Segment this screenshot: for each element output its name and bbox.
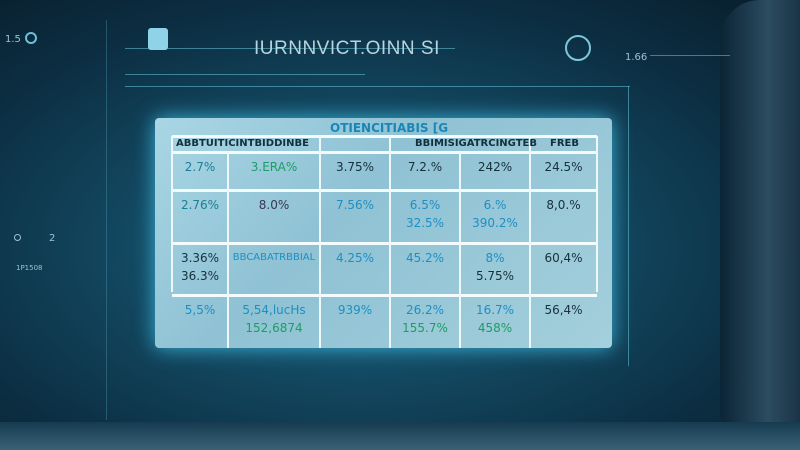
table-cell: 7.56% <box>320 196 390 214</box>
grid-line <box>389 136 391 348</box>
table-cell: 242% <box>460 158 530 176</box>
grid-line <box>172 242 597 245</box>
cell-value: 32.5% <box>405 216 445 230</box>
hud-line <box>125 48 455 49</box>
cell-value: 45.2% <box>405 251 445 265</box>
grid-line <box>172 135 597 138</box>
grid-line <box>172 189 597 192</box>
table-cell: 24.5% <box>530 158 597 176</box>
right-label: 1.66 <box>625 52 648 63</box>
cell-value: 3.36% <box>180 251 220 265</box>
grid-line <box>529 136 531 348</box>
grid-line <box>172 151 597 154</box>
grid-line <box>319 136 321 348</box>
grid-line <box>171 136 173 292</box>
table-cell: 7.2.% <box>390 158 460 176</box>
table-cell: 8% 5.75% <box>460 249 530 285</box>
hud-line <box>125 86 630 87</box>
globe-icon <box>565 35 591 61</box>
cell-value: 458% <box>477 321 513 335</box>
cell-value: 5,5% <box>184 303 216 317</box>
cell-value: 5,54,lucHs <box>242 303 306 317</box>
table-cell: 6.% 390.2% <box>460 196 530 232</box>
column-header: ABBTUITICINTBIDDINBE <box>176 138 309 149</box>
cell-value: 6.% <box>483 198 507 212</box>
cell-value: 8% <box>485 251 505 265</box>
cell-value: 16.7% <box>475 303 515 317</box>
cell-value: 8,0.% <box>546 198 581 212</box>
table-cell: 2.76% <box>172 196 228 214</box>
table-cell: 26.2% 155.7% <box>390 301 460 337</box>
left-label: 1.5 <box>5 34 21 45</box>
data-panel <box>155 118 612 348</box>
table-cell: 45.2% <box>390 249 460 267</box>
screen-title: IURNNVICT.OINN SI <box>254 38 440 59</box>
cell-value: 3.ERA% <box>250 160 298 174</box>
table-cell: 60,4% <box>530 249 597 267</box>
cell-value: 5.75% <box>475 269 515 283</box>
table-cell: 8.0% <box>228 196 320 214</box>
cell-value: 3.75% <box>335 160 375 174</box>
table-cell: 8,0.% <box>530 196 597 214</box>
cell-value: 155.7% <box>402 321 448 335</box>
table-cell: 4.25% <box>320 249 390 267</box>
side-num: 2 <box>49 233 56 244</box>
table-cell: 3.ERA% <box>228 158 320 176</box>
cell-value: 7.2.% <box>407 160 443 174</box>
cell-value: 2.76% <box>180 198 220 212</box>
table-cell: 3.36% 36.3% <box>172 249 228 285</box>
cell-value: BBCABATRBBIAL <box>232 252 316 263</box>
column-header: BBIMISIGATRCINGTEB <box>415 138 537 149</box>
cell-value: 939% <box>337 303 373 317</box>
panel-title: OTIENCITIABIS [G <box>330 121 449 135</box>
device-icon <box>148 28 168 50</box>
hud-line <box>125 74 365 75</box>
cell-value: 8.0% <box>258 198 290 212</box>
bottom-bezel <box>0 422 800 450</box>
table-cell: 939% <box>320 301 390 319</box>
side-label: 1P1508 <box>16 264 43 272</box>
circle-icon <box>25 32 37 44</box>
cell-value: 6.5% <box>409 198 441 212</box>
cell-value: 24.5% <box>544 160 583 174</box>
cell-value: 26.2% <box>405 303 445 317</box>
grid-line <box>596 136 598 292</box>
grid-line <box>172 294 597 297</box>
table-cell: 56,4% <box>530 301 597 319</box>
cell-value: 152,6874 <box>245 321 303 335</box>
cell-value: 4.25% <box>335 251 375 265</box>
hud-line <box>628 86 629 366</box>
cell-value: 56,4% <box>544 303 583 317</box>
hud-line <box>650 55 730 56</box>
dot-icon <box>14 234 21 241</box>
cell-value: 7.56% <box>335 198 375 212</box>
table-cell: 16.7% 458% <box>460 301 530 337</box>
table-cell: 5,54,lucHs 152,6874 <box>228 301 320 337</box>
column-header: FREB <box>550 138 579 149</box>
table-cell: 6.5% 32.5% <box>390 196 460 232</box>
screen-bezel <box>720 0 800 450</box>
cell-value: 36.3% <box>180 269 220 283</box>
grid-line <box>459 152 461 348</box>
cell-value: 242% <box>477 160 513 174</box>
table-cell: BBCABATRBBIAL <box>228 249 320 267</box>
cell-value: 60,4% <box>544 251 583 265</box>
hud-line <box>106 20 107 420</box>
table-cell: 5,5% <box>172 301 228 319</box>
table-cell: 3.75% <box>320 158 390 176</box>
grid-line <box>227 152 229 348</box>
table-cell: 2.7% <box>172 158 228 176</box>
cell-value: 390.2% <box>472 216 518 230</box>
cell-value: 2.7% <box>184 160 216 174</box>
